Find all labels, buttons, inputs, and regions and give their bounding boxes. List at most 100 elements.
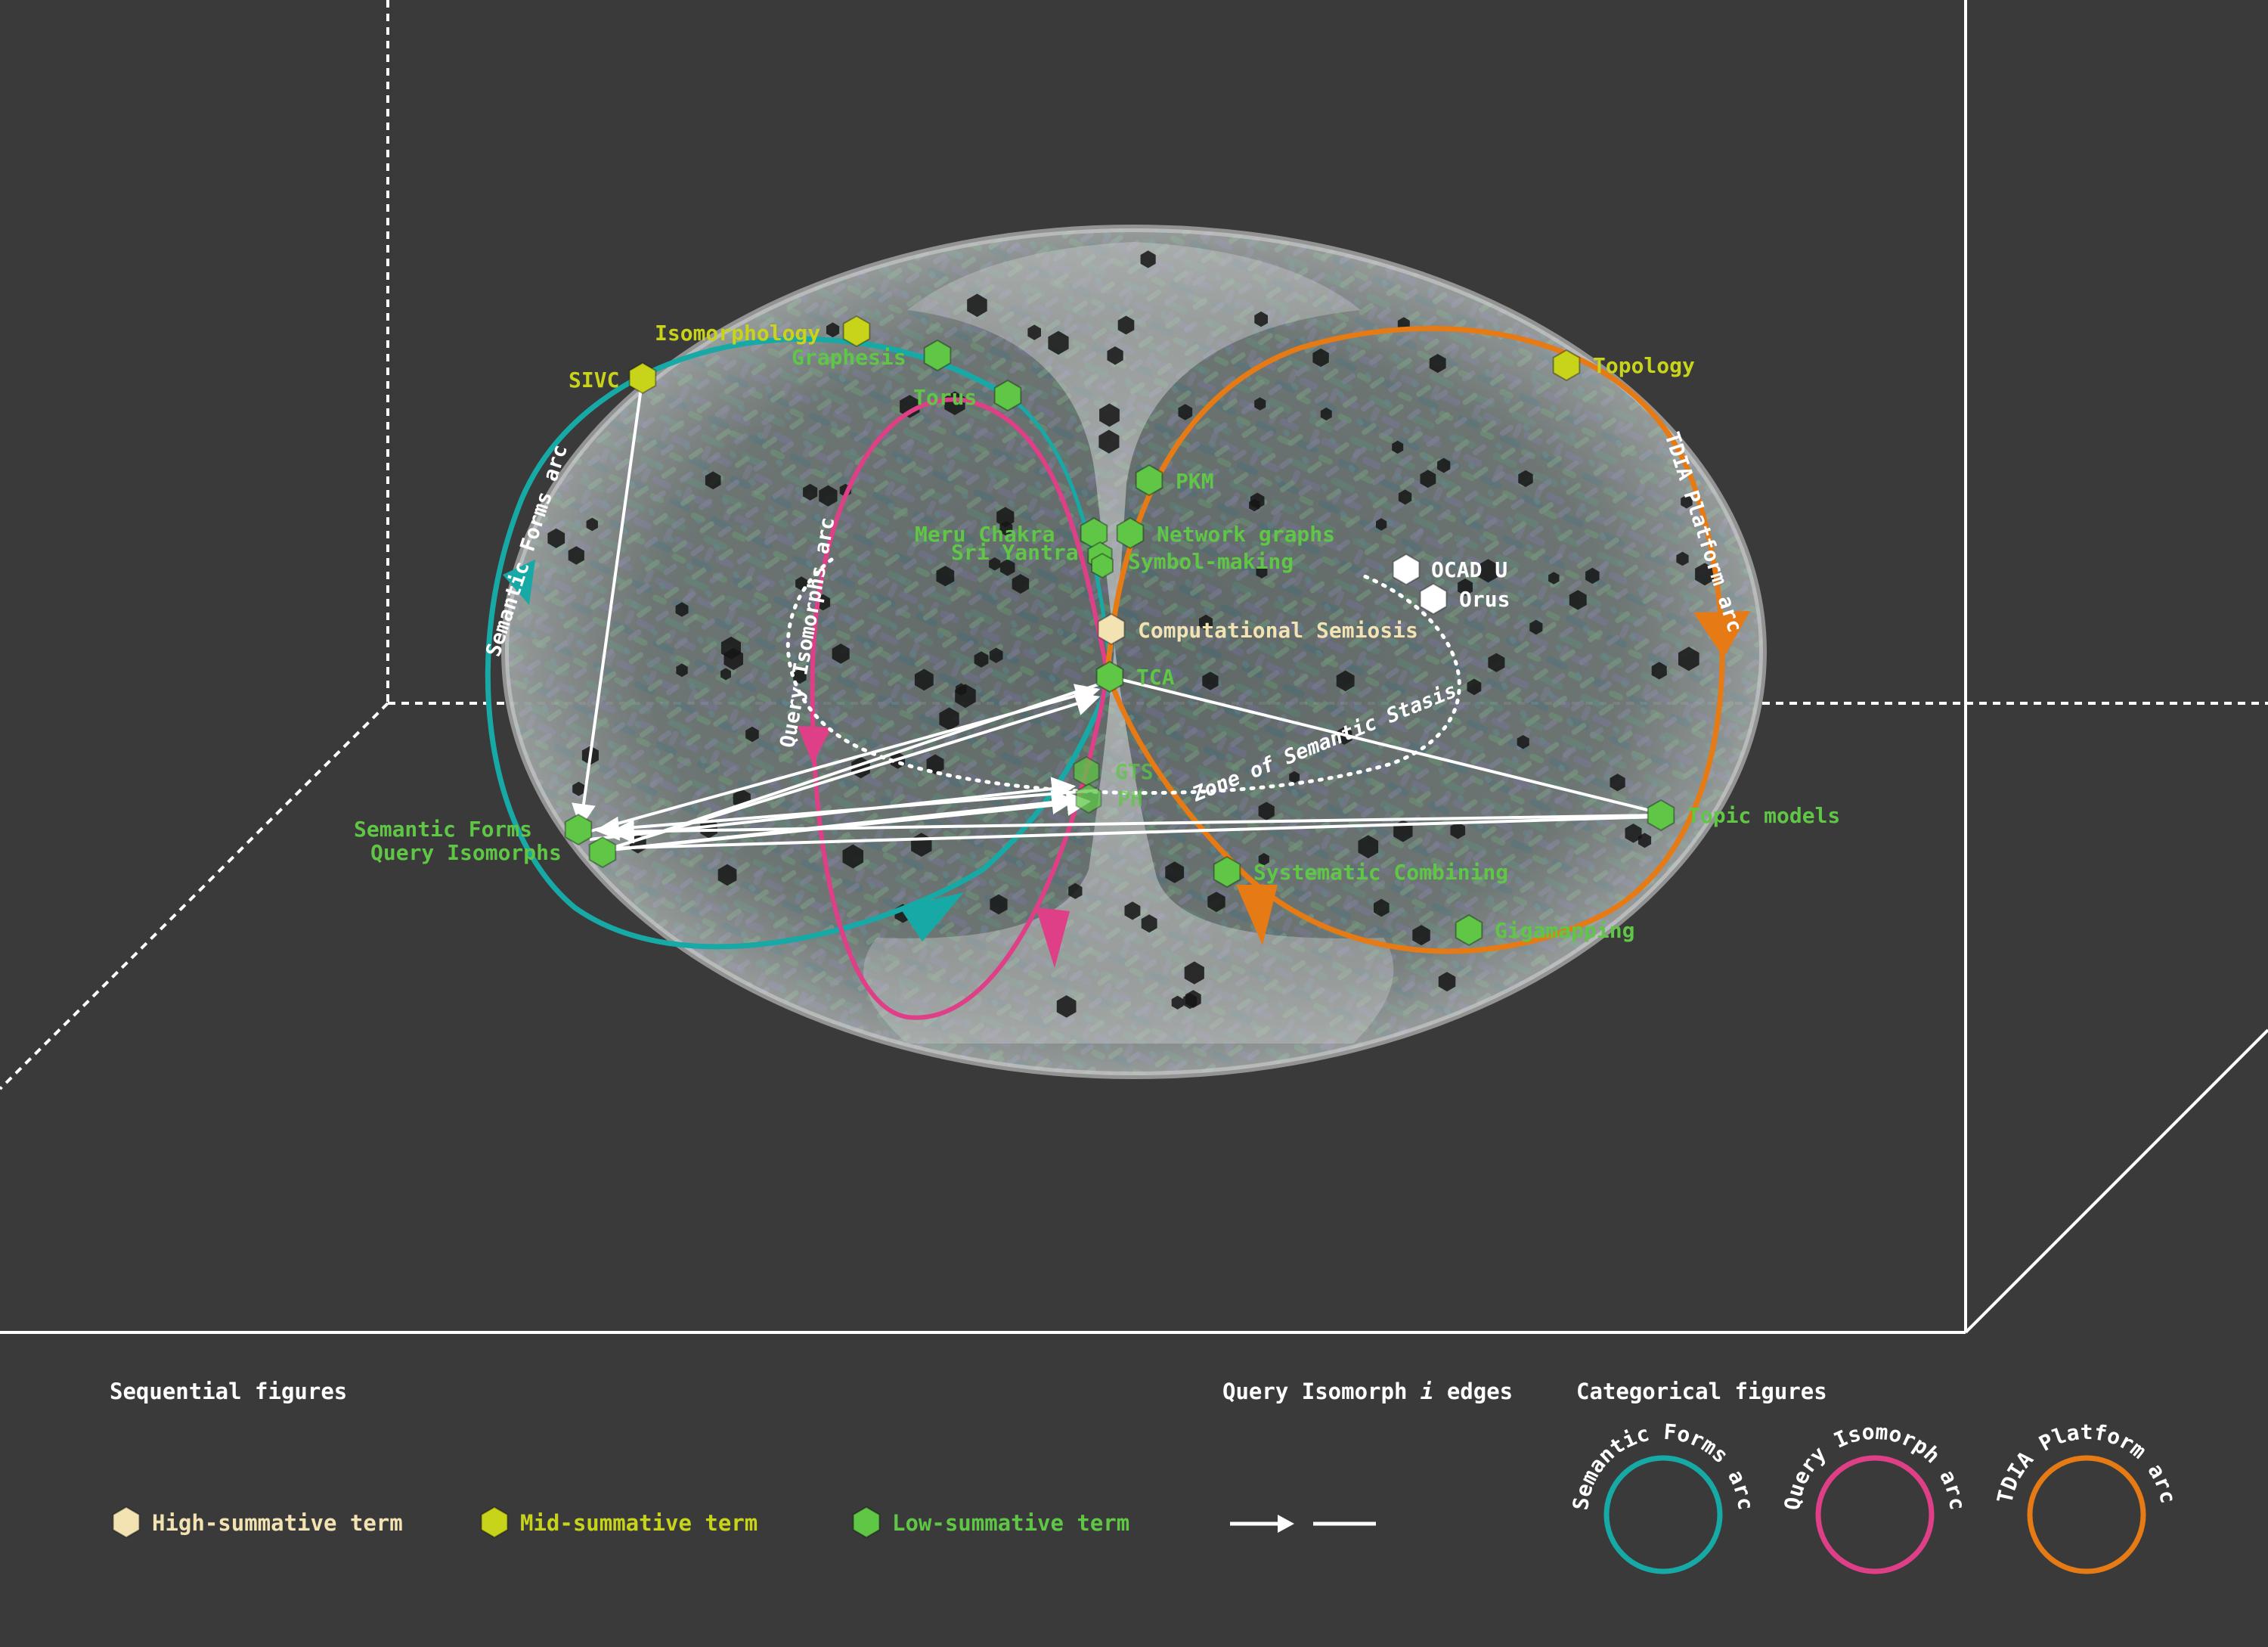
mid-hexagon-icon [1552,349,1581,382]
node-semantic-forms: Semantic Forms [354,813,593,846]
cube-icon [1165,861,1185,883]
cube-icon [1678,647,1699,672]
cube-icon [936,566,955,587]
arrow-head [1693,611,1750,658]
cube-icon [1254,397,1266,411]
cube-icon [914,668,934,691]
low-hexagon-icon [564,813,593,846]
query-isomorph-edges [572,382,1660,852]
cube-icon [720,636,741,659]
legend-mid: Mid-summative term [480,1506,758,1539]
legend-edges [1230,1515,1376,1533]
cube-icon [1529,619,1543,635]
cube-icon [1676,551,1689,566]
arrow-head [798,726,832,764]
cube-icon [1141,914,1157,933]
cube-icon [926,754,944,774]
cube-icon [1312,348,1329,368]
cube-icon [1638,833,1652,848]
cube-icon [1068,882,1083,899]
svg-text:GTS: GTS [1115,759,1154,784]
cube-icon [1000,559,1015,576]
node-query-isomorphs: Query Isomorphs [370,836,617,869]
cube-icon [1358,835,1379,859]
low-hexagon-icon [1647,799,1675,832]
cube-icon [944,391,965,415]
query-isomorphs-arc [798,397,1110,1020]
cube-icon [990,894,1008,915]
low-hexagon-icon [1213,855,1241,889]
legend-tdia-platform-ring: TDIA Platform arc [1992,1419,2181,1574]
svg-text:Symbol-making: Symbol-making [1128,549,1294,574]
cube-icon [1458,578,1473,596]
cube-icon [1199,614,1213,631]
cube-icon [1202,672,1219,690]
cube-icon [700,818,717,839]
cube-icon [1392,440,1404,454]
cube-icon [1289,771,1300,783]
svg-text:Graphesis: Graphesis [792,345,906,370]
cube-icon [1336,670,1355,692]
cube-icon [1478,559,1498,583]
cube-icon [1027,324,1041,340]
categorical-title: Categorical figures [1576,1379,1827,1404]
low-hexagon-icon [1455,913,1483,947]
torus-body [501,225,1767,1079]
svg-text:Gigamapping: Gigamapping [1495,918,1634,943]
cube-icon [1467,678,1482,696]
svg-text:Topic models: Topic models [1687,803,1840,828]
cube-icon [900,395,920,418]
inner-hole [863,242,1394,1044]
cube-icon [1625,824,1642,843]
svg-text:Sri Yantra: Sri Yantra [951,540,1079,565]
cube-icon [793,668,807,684]
arrow-head [503,560,535,605]
svg-text:TDIA Platform arc: TDIA Platform arc [1992,1419,2181,1506]
cube-icon [1651,662,1667,680]
cube-icon [745,726,759,743]
cube-icon [832,644,850,664]
arrow-head [900,892,964,941]
node-orus: Orus [1419,582,1510,616]
cube-icon [1124,901,1141,920]
svg-text:Isomorphology: Isomorphology [655,321,820,346]
edge [572,382,643,829]
low-hexagon-icon [1091,552,1114,579]
cube-icon [1376,518,1387,531]
high-hexagon-icon [1097,613,1126,646]
legend-high: High-summative term [112,1506,403,1539]
cube-icon [1450,821,1466,839]
svg-text:Systematic Combining: Systematic Combining [1253,860,1508,885]
node-systematic-combining: Systematic Combining [1213,855,1508,889]
arrow-head [1036,907,1070,968]
node-sivc: SIVC [569,361,657,395]
cube-icon [675,602,689,617]
svg-text:SIVC: SIVC [569,368,619,392]
cube-icon [939,707,959,730]
cube-icon [1171,995,1184,1010]
cube-icon [842,844,863,869]
node-symbol-making: Symbol-making [1091,549,1294,579]
cube-icon [1320,407,1332,421]
cube-icon [1438,972,1456,992]
cube-icon [955,684,976,709]
legend-query-isomorph-ring: Query Isomorph arc [1780,1419,1970,1574]
cube-icon [1548,572,1560,585]
svg-text:TCA: TCA [1136,665,1175,690]
high-hexagon-icon [112,1506,141,1539]
cube-icon [1420,470,1436,489]
svg-text:Meru Chakra: Meru Chakra [915,522,1055,547]
cube-icon [1681,495,1693,509]
mid-hexagon-icon [628,361,657,395]
cube-icon [1140,250,1156,268]
cube-icon [989,647,1003,663]
node-topology: Topology [1552,349,1695,382]
cube-icon [1098,430,1120,454]
svg-text:Mid-summative term: Mid-summative term [520,1510,758,1536]
cube-icon [1056,995,1077,1018]
edge [604,679,1111,852]
svg-text:Network graphs: Network graphs [1157,522,1335,547]
legend-semantic-forms-ring: Semantic Forms arc [1568,1419,1758,1574]
